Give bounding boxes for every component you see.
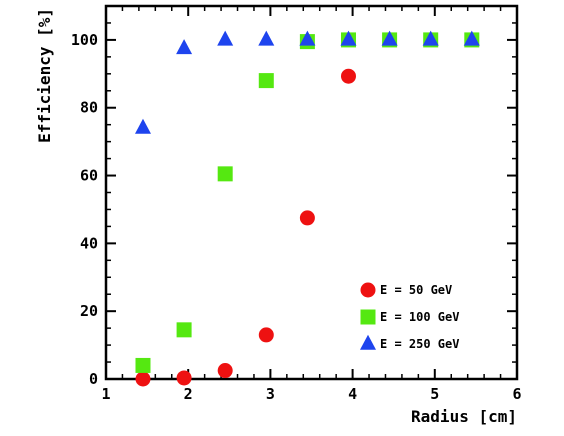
data-point-triangle (176, 39, 193, 55)
x-tick-label: 2 (184, 385, 193, 403)
legend-marker-square (360, 309, 376, 325)
data-point-circle (135, 371, 151, 387)
data-point-triangle (258, 30, 275, 46)
data-point-triangle (463, 30, 480, 46)
x-tick-label: 4 (348, 385, 357, 403)
data-point-triangle (381, 30, 398, 46)
data-point-triangle (134, 118, 151, 134)
data-point-circle (340, 68, 356, 84)
data-marks (134, 30, 480, 387)
y-tick-label: 100 (71, 31, 98, 49)
data-point-circle (217, 363, 233, 379)
x-tick-label: 1 (101, 385, 110, 403)
data-point-circle (299, 210, 315, 226)
legend: E = 50 GeV E = 100 GeV E = 250 GeV (360, 282, 459, 351)
legend-marker-triangle (360, 334, 376, 350)
data-point-square (258, 73, 274, 89)
data-point-triangle (299, 30, 316, 46)
x-axis-title: Radius [cm] (411, 407, 517, 426)
legend-label: E = 100 GeV (380, 310, 459, 324)
data-point-square (217, 166, 233, 182)
series-1 (135, 68, 356, 387)
y-tick-label: 0 (89, 370, 98, 388)
data-point-circle (176, 370, 192, 386)
data-point-triangle (340, 30, 357, 46)
y-tick-label: 60 (80, 167, 98, 185)
data-point-square (176, 322, 192, 338)
series-3 (134, 30, 480, 134)
x-tick-label: 6 (512, 385, 521, 403)
legend-label: E = 250 GeV (380, 337, 459, 351)
legend-marker-circle (360, 282, 376, 298)
x-tick-label: 5 (430, 385, 439, 403)
data-point-triangle (422, 30, 439, 46)
y-tick-label: 20 (80, 302, 98, 320)
x-tick-label: 3 (266, 385, 275, 403)
y-tick-label: 40 (80, 234, 98, 252)
y-tick-label: 80 (80, 99, 98, 117)
y-axis-title: Efficiency [%] (35, 8, 54, 143)
data-point-circle (258, 327, 274, 343)
data-point-square (135, 357, 151, 373)
data-point-triangle (217, 30, 234, 46)
legend-label: E = 50 GeV (380, 283, 452, 297)
